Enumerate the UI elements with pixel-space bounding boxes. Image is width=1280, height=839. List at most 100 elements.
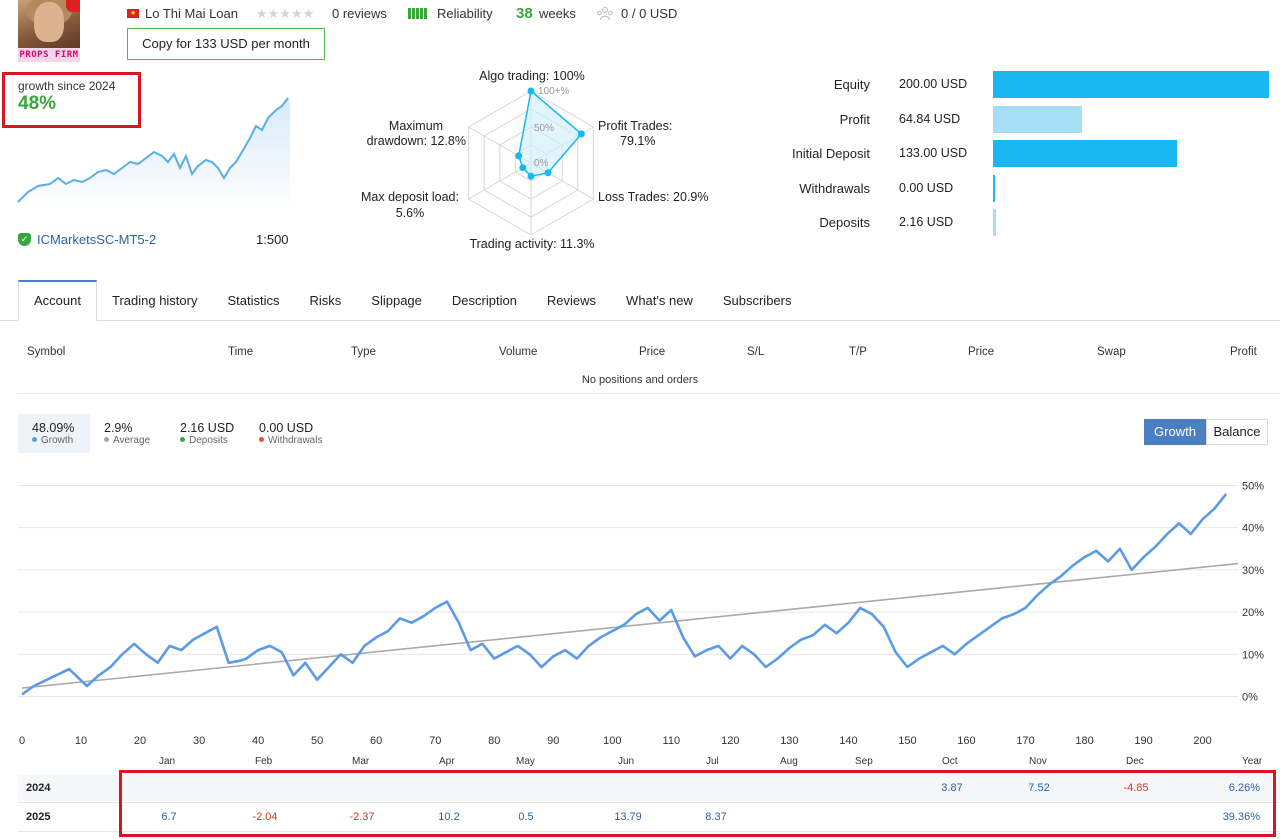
reliability-bars-icon [408, 8, 427, 19]
author-name[interactable]: Lo Thi Mai Loan [145, 6, 238, 21]
finance-value: 2.16 USD [899, 215, 954, 229]
monthly-cell[interactable]: 3.87 [941, 782, 963, 794]
chart-x-tick-label: 130 [780, 735, 798, 747]
positions-column-header[interactable]: T/P [849, 346, 867, 358]
balance-toggle-button[interactable]: Balance [1206, 419, 1268, 445]
month-header: Mar [352, 756, 370, 767]
positions-column-header[interactable]: Swap [1097, 346, 1126, 358]
reliability-label: Reliability [437, 6, 493, 21]
tab-statistics[interactable]: Statistics [227, 293, 280, 308]
tab-description[interactable]: Description [451, 293, 517, 308]
monthly-cell[interactable]: 39.36% [1222, 811, 1260, 823]
finance-label: Profit [839, 111, 870, 127]
stat-average[interactable]: 2.9% Average [104, 414, 150, 453]
month-header: May [516, 756, 535, 767]
month-header: Year [1242, 756, 1263, 767]
month-header: Oct [942, 756, 958, 767]
growth-line [21, 493, 1228, 696]
monthly-cell[interactable]: 6.7 [161, 811, 177, 823]
positions-column-header[interactable]: Type [351, 346, 376, 358]
monthly-cell[interactable]: 10.2 [438, 811, 460, 823]
chart-x-tick-label: 150 [898, 735, 916, 747]
stat-withdrawals[interactable]: 0.00 USD Withdrawals [259, 414, 322, 453]
stat-growth[interactable]: 48.09% Growth [18, 414, 90, 453]
positions-column-header[interactable]: Symbol [27, 346, 66, 358]
monthly-cell[interactable]: -2.37 [349, 811, 375, 823]
positions-column-header[interactable]: S/L [747, 346, 765, 358]
radar-points [515, 87, 585, 180]
monthly-cell[interactable]: 7.52 [1028, 782, 1050, 794]
monthly-row-2024-bg [18, 775, 1280, 801]
monthly-cell[interactable]: -2.04 [252, 811, 278, 823]
positions-column-header[interactable]: Time [228, 346, 254, 358]
tab-subscribers[interactable]: Subscribers [722, 293, 792, 308]
stat-deposits-label: Deposits [189, 435, 228, 446]
author-avatar[interactable]: PROPS FIRM [18, 0, 80, 62]
month-header: Nov [1029, 756, 1047, 767]
finance-bar [993, 71, 1269, 98]
positions-column-header[interactable]: Price [639, 346, 666, 358]
radar-label-algo: Algo trading: 100% [479, 69, 585, 83]
monthly-row-divider [18, 802, 1280, 803]
chart-y-tick-label: 10% [1242, 649, 1264, 661]
copy-subscribe-button[interactable]: Copy for 133 USD per month [127, 28, 325, 60]
tab-reviews[interactable]: Reviews [546, 293, 597, 308]
monthly-cell[interactable]: 8.37 [705, 811, 727, 823]
growth-toggle-button[interactable]: Growth [1144, 419, 1206, 445]
month-header: Jul [706, 756, 719, 767]
avatar-badge [66, 0, 80, 12]
finance-label: Equity [833, 77, 870, 92]
monthly-cell[interactable]: 0.5 [518, 811, 534, 823]
tab-account[interactable]: Account [18, 280, 97, 321]
month-header: Feb [255, 756, 273, 767]
rating-stars-icon: ★★★★★ [256, 6, 315, 21]
average-dot-icon [104, 437, 109, 442]
radar-label-drawdown-value: drawdown: 12.8% [366, 134, 466, 148]
finance-label: Withdrawals [799, 180, 870, 196]
avatar-face [34, 2, 64, 42]
monthly-cell[interactable]: -4.85 [1123, 782, 1149, 794]
radar-point [519, 164, 527, 172]
finance-bar [993, 209, 996, 236]
chart-x-tick-label: 140 [839, 735, 857, 747]
broker-server-link[interactable]: ICMarketsSC-MT5-2 [37, 232, 157, 247]
month-header: Apr [439, 756, 455, 767]
tab-slippage[interactable]: Slippage [371, 293, 422, 308]
radar-label-profit-trades-title: Profit Trades: [598, 119, 673, 133]
chart-x-tick-label: 60 [370, 735, 382, 747]
positions-empty-message: No positions and orders [581, 374, 699, 386]
tab-risks[interactable]: Risks [309, 293, 342, 308]
month-header: Sep [855, 756, 873, 767]
stat-deposits[interactable]: 2.16 USD Deposits [180, 414, 234, 453]
chart-x-tick-label: 110 [663, 735, 681, 747]
avatar-banner-text: PROPS FIRM [18, 48, 80, 62]
radar-label-loss-trades: Loss Trades: 20.9% [598, 190, 709, 204]
radar-point [515, 152, 523, 160]
finance-bar [993, 105, 1083, 133]
month-header: Aug [780, 756, 798, 767]
vietnam-flag-icon: ★ [127, 9, 139, 18]
chart-x-tick-label: 50 [311, 735, 323, 747]
radar-tick-100: 100+% [538, 86, 570, 97]
tab-what-s-new[interactable]: What's new [626, 293, 693, 308]
finance-label: Deposits [819, 215, 870, 230]
tab-trading-history[interactable]: Trading history [111, 293, 198, 308]
chart-x-tick-label: 170 [1016, 735, 1034, 747]
monthly-cell[interactable]: 13.79 [614, 811, 642, 823]
monthly-row-2025-bg [18, 804, 1280, 830]
leverage-value: 1:500 [256, 232, 289, 247]
chart-x-tick-label: 40 [252, 735, 264, 747]
growth-chart: 0% 10% 20% 30% 40% 50% 0 10 20 30 40 50 60 70 80 90 100 1… [18, 480, 1264, 747]
weeks-label: weeks [539, 6, 576, 21]
stat-average-label: Average [113, 435, 151, 446]
reviews-count[interactable]: 0 reviews [332, 6, 387, 21]
chart-y-tick-label: 40% [1242, 523, 1264, 535]
positions-column-header[interactable]: Profit [1230, 346, 1257, 358]
growth-since-value: 48% [18, 93, 57, 114]
positions-column-header[interactable]: Volume [499, 346, 538, 358]
growth-since-label: growth since 2024 [18, 79, 116, 93]
positions-column-header[interactable]: Price [968, 346, 995, 358]
monthly-cell[interactable]: 6.26% [1228, 782, 1260, 794]
weeks-value: 38 [516, 5, 533, 22]
finance-value: 200.00 USD [899, 77, 968, 91]
